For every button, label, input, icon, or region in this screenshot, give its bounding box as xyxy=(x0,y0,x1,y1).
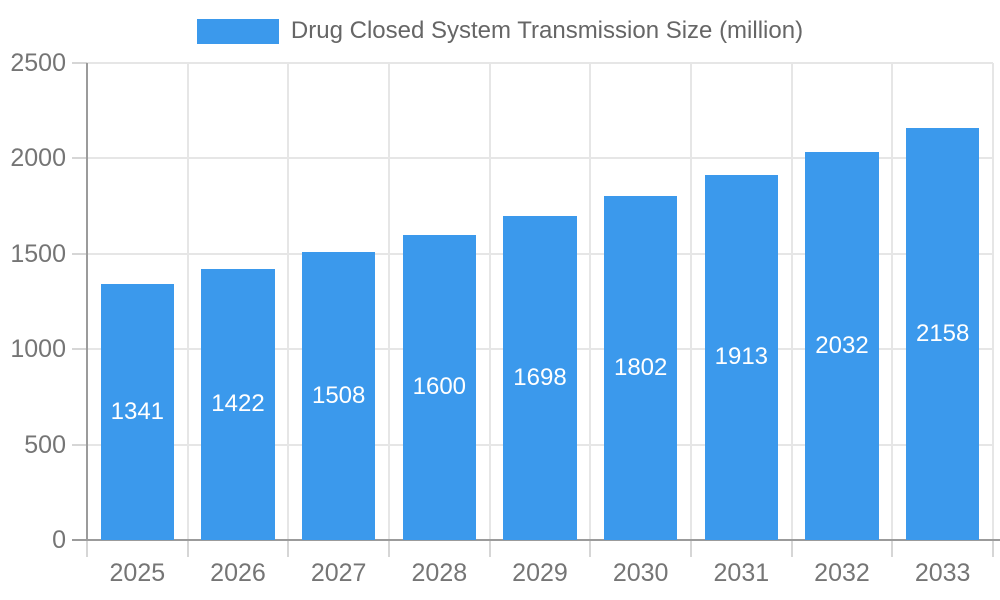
v-gridline xyxy=(186,63,189,540)
x-axis-tick xyxy=(891,541,894,557)
bar-value-label: 2158 xyxy=(915,320,970,348)
y-axis-tick xyxy=(72,443,87,446)
x-axis-label: 2030 xyxy=(612,559,669,587)
y-axis-tick xyxy=(72,348,87,351)
x-axis-label: 2031 xyxy=(713,559,770,587)
y-axis-label: 1500 xyxy=(10,239,66,268)
v-gridline xyxy=(388,63,390,540)
bar[interactable]: 1913 xyxy=(704,174,779,540)
y-axis-tick xyxy=(72,252,87,255)
bar[interactable]: 1600 xyxy=(402,234,477,540)
y-axis-tick xyxy=(72,62,87,64)
x-axis-label: 2025 xyxy=(109,559,166,587)
x-axis-tick xyxy=(589,541,592,557)
y-axis-line xyxy=(86,63,88,541)
x-axis-label: 2029 xyxy=(512,559,568,587)
legend-label: Drug Closed System Transmission Size (mi… xyxy=(290,17,804,44)
bar-value-label: 1422 xyxy=(211,390,265,418)
v-gridline xyxy=(690,63,692,540)
bar[interactable]: 2032 xyxy=(805,152,879,540)
v-gridline xyxy=(891,63,894,540)
bar[interactable]: 1698 xyxy=(503,216,577,540)
bar[interactable]: 2158 xyxy=(905,128,980,540)
y-axis-label: 500 xyxy=(24,430,66,459)
x-axis-tick xyxy=(86,541,88,557)
v-gridline xyxy=(790,63,793,540)
v-gridline xyxy=(992,63,994,540)
bar[interactable]: 1422 xyxy=(201,268,275,540)
bar-value-label: 1698 xyxy=(513,364,567,391)
x-axis-tick xyxy=(790,541,793,557)
bar-value-label: 2032 xyxy=(815,332,869,360)
bar-value-label: 1508 xyxy=(311,382,366,410)
bar-value-label: 1341 xyxy=(110,398,165,426)
v-gridline xyxy=(287,63,290,540)
y-axis-label: 2500 xyxy=(10,49,66,77)
y-axis-tick xyxy=(72,157,87,160)
x-axis-label: 2032 xyxy=(814,559,870,587)
bar[interactable]: 1341 xyxy=(100,284,175,540)
x-axis-tick xyxy=(690,541,692,557)
v-gridline xyxy=(488,63,491,540)
x-axis-tick xyxy=(186,541,189,557)
bar-value-label: 1913 xyxy=(714,343,769,371)
legend[interactable]: Drug Closed System Transmission Size (mi… xyxy=(0,17,1000,45)
x-axis-tick xyxy=(488,541,491,557)
h-gridline xyxy=(87,157,993,160)
legend-swatch xyxy=(196,18,279,44)
x-axis-line xyxy=(72,539,1000,541)
v-gridline xyxy=(589,63,592,540)
bar-value-label: 1802 xyxy=(613,354,668,382)
bar[interactable]: 1508 xyxy=(301,252,376,540)
bar-value-label: 1600 xyxy=(412,373,467,401)
x-axis-label: 2026 xyxy=(210,559,266,587)
y-axis-label: 1000 xyxy=(10,335,66,364)
x-axis-tick xyxy=(287,541,290,557)
x-axis-tick xyxy=(388,541,390,557)
x-axis-label: 2033 xyxy=(914,559,971,587)
x-axis-label: 2028 xyxy=(411,559,468,587)
x-axis-label: 2027 xyxy=(310,559,367,587)
y-axis-label: 2000 xyxy=(10,144,66,173)
x-axis-tick xyxy=(992,541,994,557)
h-gridline xyxy=(87,62,993,64)
bar[interactable]: 1802 xyxy=(603,196,678,540)
y-axis-label: 0 xyxy=(52,526,66,554)
